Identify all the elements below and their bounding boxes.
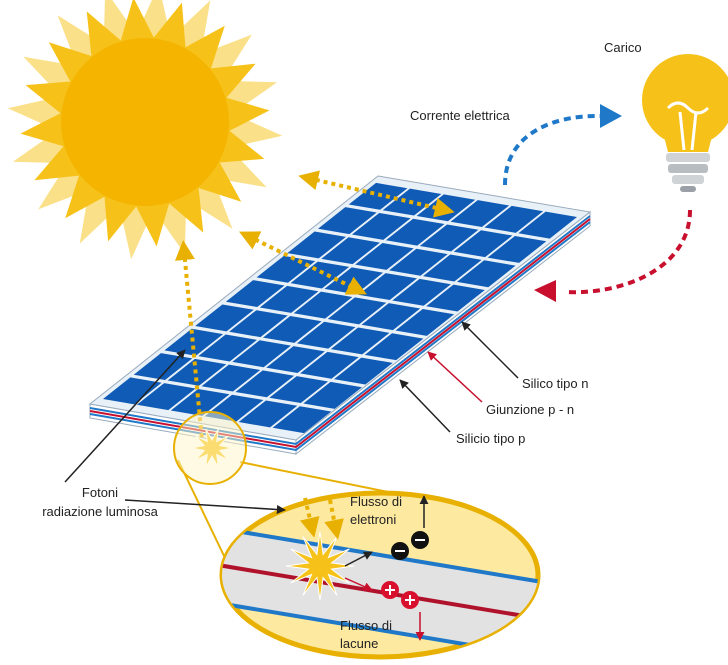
panel-cell bbox=[389, 248, 448, 276]
panel-cell bbox=[235, 370, 295, 398]
panel-cell bbox=[392, 278, 451, 306]
label: Corrente elettrica bbox=[410, 108, 510, 123]
panel-cell bbox=[103, 377, 162, 405]
panel-cell bbox=[238, 400, 298, 428]
panel-cell bbox=[385, 218, 445, 246]
panel-cell bbox=[195, 304, 254, 332]
panel-frame bbox=[88, 175, 592, 441]
panel-cell bbox=[487, 235, 547, 263]
panel-cell bbox=[164, 328, 224, 356]
panel-cell bbox=[334, 357, 393, 385]
panel-cell bbox=[229, 310, 288, 338]
label: elettroni bbox=[350, 512, 396, 527]
arrow-head bbox=[600, 104, 622, 128]
panel-cell bbox=[330, 327, 390, 355]
pointers bbox=[64, 321, 519, 514]
panel-cell bbox=[361, 303, 421, 331]
panel-cell bbox=[450, 200, 510, 228]
arrow-head bbox=[534, 280, 556, 302]
label: Silicio tipo p bbox=[456, 431, 525, 446]
panel-cell bbox=[456, 260, 516, 288]
label: lacune bbox=[340, 636, 378, 651]
panel-cell bbox=[296, 321, 356, 349]
current-arrow bbox=[503, 113, 601, 186]
magnifier bbox=[173, 411, 541, 660]
panel-cell bbox=[419, 224, 479, 252]
label: Silico tipo n bbox=[522, 376, 588, 391]
label: Fotoni bbox=[82, 485, 118, 500]
sun bbox=[7, 0, 283, 260]
panel-cell bbox=[133, 353, 193, 381]
panel-layer bbox=[89, 221, 591, 452]
panel-cell bbox=[453, 230, 513, 258]
pointer bbox=[427, 351, 483, 403]
panel-cell bbox=[358, 273, 417, 301]
return-arrow bbox=[564, 209, 692, 295]
panel-cell bbox=[327, 297, 387, 325]
panel-cell bbox=[484, 205, 544, 233]
panel-cell bbox=[423, 254, 482, 282]
panel-cell bbox=[518, 211, 577, 239]
panel-cell bbox=[136, 383, 196, 411]
panel-cell bbox=[201, 364, 261, 392]
label: Flusso di bbox=[340, 618, 392, 633]
panel-cell bbox=[300, 351, 359, 379]
panel-cell bbox=[355, 243, 414, 270]
panel-cell bbox=[269, 376, 329, 404]
panel-cell bbox=[364, 333, 424, 361]
sun-disc bbox=[61, 38, 229, 206]
panel-cell bbox=[263, 315, 322, 343]
panel-cell bbox=[266, 346, 325, 373]
bulb bbox=[642, 54, 728, 192]
panel-layer bbox=[89, 215, 591, 446]
panel-cell bbox=[272, 406, 332, 434]
panel-cell bbox=[232, 340, 291, 368]
panel-layer bbox=[89, 218, 591, 449]
panel-cell bbox=[395, 308, 455, 336]
label: Flusso di bbox=[350, 494, 402, 509]
panel-cell bbox=[426, 284, 485, 312]
label: Carico bbox=[604, 40, 642, 55]
label: radiazione luminosa bbox=[42, 504, 158, 519]
panel-cell bbox=[293, 291, 353, 319]
label: Giunzione p - n bbox=[486, 402, 574, 417]
panel-cell bbox=[303, 381, 362, 409]
panel-cell bbox=[198, 334, 257, 362]
